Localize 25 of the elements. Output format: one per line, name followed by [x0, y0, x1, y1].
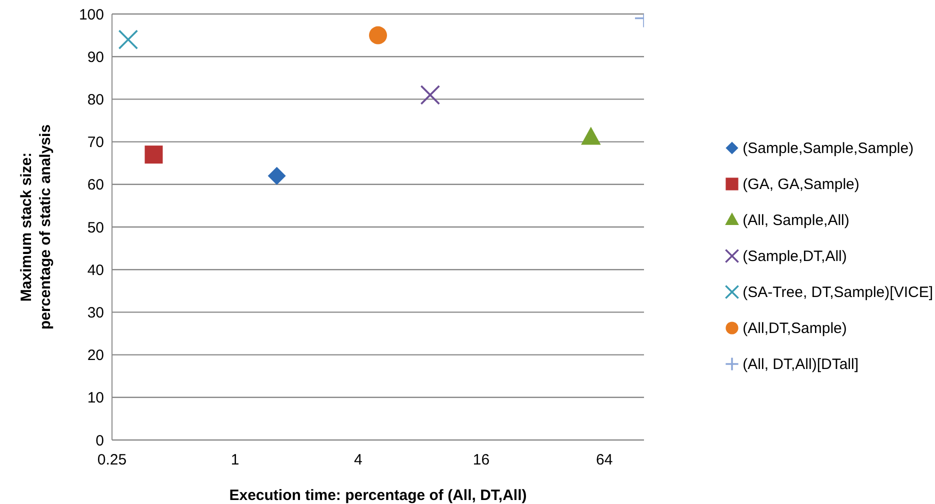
y-tick-label: 40 — [87, 262, 104, 279]
x-tick-label: 16 — [472, 452, 490, 469]
x-tick-label: 0.25 — [97, 452, 127, 469]
y-axis-title: Maximum stack size: percentage of static analysis — [18, 124, 54, 330]
y-tick-label: 30 — [87, 304, 104, 322]
y-tick-label: 10 — [87, 390, 104, 407]
legend-label: (All, DT,All)[DTall] — [742, 356, 859, 372]
x-tick-label: 4 — [354, 452, 362, 469]
y-tick-label: 90 — [87, 48, 104, 66]
x-tick-label: 64 — [596, 452, 613, 469]
y-tick-label: 80 — [87, 92, 104, 109]
legend-label: (All, Sample,All) — [742, 212, 850, 228]
x-tick-label: 1 — [230, 452, 240, 469]
y-tick-label: 50 — [87, 219, 104, 236]
legend-label: (All,DT,Sample) — [742, 320, 847, 336]
y-tick-label: 20 — [87, 347, 104, 364]
legend-label: (Sample,DT,All) — [742, 248, 847, 264]
legend-label: (SA-Tree, DT,Sample)[VICE] — [742, 284, 933, 300]
y-tick-label: 0 — [96, 432, 104, 450]
y-tick-label: 70 — [87, 134, 104, 152]
legend-label: (GA, GA,Sample) — [742, 176, 860, 192]
x-axis-title: Execution time: percentage of (All, DT,All) — [229, 487, 527, 504]
y-tick-label: 100 — [78, 6, 104, 24]
legend-label: (Sample,Sample,Sample) — [742, 140, 914, 156]
y-tick-label: 60 — [87, 176, 104, 194]
